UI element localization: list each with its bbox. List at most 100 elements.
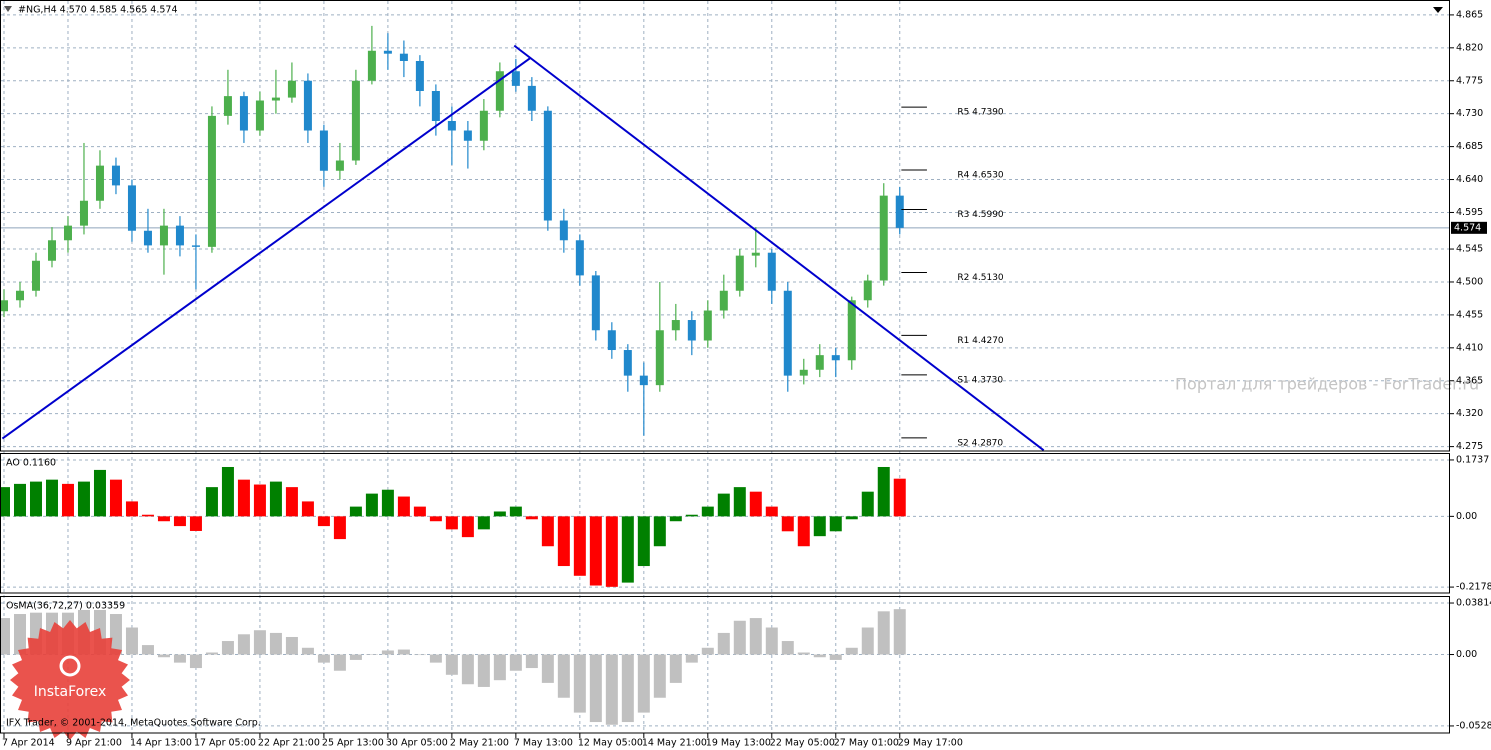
histogram-bar <box>669 516 682 522</box>
histogram-bar <box>461 654 474 685</box>
candle-body <box>287 80 296 98</box>
y-tick-label: 4.685 <box>1456 141 1483 152</box>
panel-title: AO 0.1160 <box>6 458 56 469</box>
histogram-bar <box>45 479 58 517</box>
x-tick-label: 30 Apr 05:00 <box>386 738 448 749</box>
candle-body <box>47 240 56 261</box>
histogram-bar <box>381 650 394 655</box>
histogram-bar <box>397 649 410 655</box>
candle-body <box>223 96 232 116</box>
histogram-bar <box>189 516 202 531</box>
candle-body <box>207 115 216 247</box>
candle-body <box>879 195 888 281</box>
histogram-bar <box>173 654 186 663</box>
current-price-label: 4.574 <box>1454 222 1481 233</box>
price-frame <box>0 0 1450 452</box>
x-tick-label: 14 May 21:00 <box>642 738 707 749</box>
candle-body <box>0 300 8 312</box>
x-tick-label: 9 Apr 21:00 <box>66 738 122 749</box>
candle-body <box>95 165 104 201</box>
trendline <box>513 44 1045 452</box>
histogram-bar <box>0 618 10 655</box>
candle-body <box>543 110 552 221</box>
histogram-bar <box>301 501 314 517</box>
histogram-bar <box>365 493 378 517</box>
candle-body <box>367 50 376 81</box>
osma-frame <box>0 596 1450 734</box>
histogram-bar <box>621 654 634 723</box>
histogram-bar <box>77 481 90 517</box>
candle-body <box>591 275 600 331</box>
candle-body <box>815 355 824 370</box>
y-tick-label: 4.775 <box>1456 75 1483 86</box>
histogram-bar <box>13 614 26 655</box>
histogram-bar <box>237 634 250 655</box>
candle-body <box>719 290 728 311</box>
histogram-bar <box>205 652 218 655</box>
candle-body <box>79 200 88 226</box>
histogram-bar <box>109 479 122 517</box>
histogram-bar <box>509 654 522 671</box>
histogram-bar <box>397 496 410 517</box>
histogram-bar <box>717 493 730 517</box>
histogram-bar <box>157 654 170 658</box>
candle-body <box>335 160 344 171</box>
menu-icon[interactable] <box>4 6 12 12</box>
histogram-bar <box>829 516 842 532</box>
histogram-bar <box>333 516 346 540</box>
histogram-bar <box>221 466 234 517</box>
pivot-label: R1 4.4270 <box>957 336 1004 346</box>
pivot-label: S1 4.3730 <box>957 375 1003 385</box>
x-tick-label: 2 May 21:00 <box>450 738 509 749</box>
pivot-label: R3 4.5990 <box>957 210 1004 220</box>
pivot-label: R4 4.6530 <box>957 171 1004 181</box>
histogram-bar <box>797 516 810 547</box>
histogram-bar <box>605 654 618 725</box>
candle-body <box>127 185 136 231</box>
histogram-bar <box>893 478 906 517</box>
candle-body <box>671 320 680 331</box>
histogram-bar <box>349 654 362 660</box>
histogram-bar <box>669 654 682 683</box>
x-tick-label: 27 May 01:00 <box>834 738 899 749</box>
histogram-bar <box>525 516 538 520</box>
candle-body <box>63 225 72 241</box>
histogram-bar <box>317 654 330 663</box>
histogram-bar <box>813 516 826 537</box>
histogram-bar <box>61 483 74 517</box>
candle-body <box>895 195 904 228</box>
y-tick-label: 4.595 <box>1456 207 1483 218</box>
candle-body <box>191 245 200 247</box>
pivot-label: R2 4.5130 <box>957 273 1004 283</box>
histogram-bar <box>109 614 122 655</box>
histogram-bar <box>637 654 650 713</box>
histogram-bar <box>493 654 506 681</box>
logo-icon <box>59 655 81 677</box>
x-tick-label: 12 May 05:00 <box>578 738 643 749</box>
x-tick-label: 22 Apr 21:00 <box>258 738 320 749</box>
x-tick-label: 7 May 13:00 <box>514 738 573 749</box>
histogram-bar <box>205 487 218 517</box>
histogram-bar <box>189 654 202 669</box>
y-tick-label: 4.320 <box>1456 408 1483 419</box>
candle-body <box>703 310 712 341</box>
histogram-bar <box>285 636 298 655</box>
dropdown-arrow[interactable] <box>1433 7 1443 13</box>
candle-body <box>239 96 248 131</box>
histogram-bar <box>141 514 154 517</box>
histogram-bar <box>749 618 762 655</box>
x-tick-label: 29 May 17:00 <box>898 738 963 749</box>
histogram-bar <box>877 611 890 655</box>
histogram-bar <box>557 516 570 567</box>
histogram-bar <box>29 481 42 517</box>
candle-body <box>271 97 280 101</box>
candle-body <box>607 330 616 351</box>
histogram-bar <box>413 654 426 656</box>
y-tick-label: 4.640 <box>1456 174 1483 185</box>
histogram-bar <box>477 654 490 687</box>
histogram-bar <box>125 627 138 655</box>
x-tick-label: 19 May 13:00 <box>706 738 771 749</box>
y-tick-label: 0.1737 <box>1456 454 1489 465</box>
histogram-bar <box>0 487 10 517</box>
candle-body <box>159 225 168 246</box>
